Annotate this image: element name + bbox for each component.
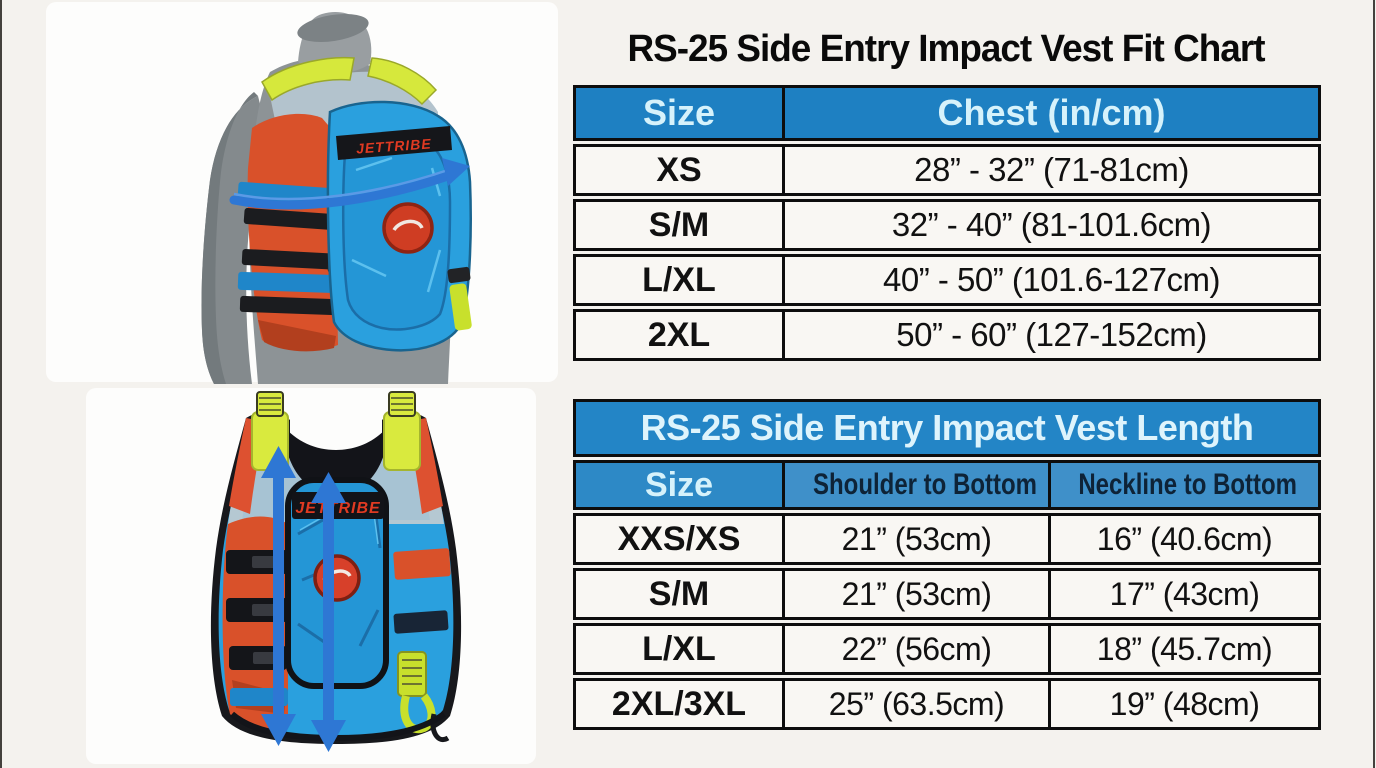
size-cell: L/XL bbox=[573, 623, 785, 675]
table-row: XS 28” - 32” (71-81cm) bbox=[573, 144, 1321, 196]
vest-shoulder-straps bbox=[229, 391, 443, 514]
size-cell: L/XL bbox=[573, 254, 785, 306]
table-row: S/M 32” - 40” (81-101.6cm) bbox=[573, 199, 1321, 251]
vest-right-shoulder-strap bbox=[367, 57, 438, 106]
vest-side-view-photo: JETTRIBE bbox=[0, 0, 560, 384]
neckline-cell: 16” (40.6cm) bbox=[1051, 513, 1321, 565]
title-row: RS-25 Side Entry Impact Vest Length bbox=[573, 399, 1321, 457]
chest-cell: 50” - 60” (127-152cm) bbox=[785, 309, 1321, 361]
chest-cell: 28” - 32” (71-81cm) bbox=[785, 144, 1321, 196]
vest-neck-opening bbox=[282, 424, 390, 494]
column-header-size: Size bbox=[573, 460, 785, 510]
header-row: Size Chest (in/cm) bbox=[573, 85, 1321, 141]
scan-edge-right bbox=[1373, 0, 1375, 768]
brand-logo-band bbox=[336, 126, 452, 160]
vest-front-view-photo: JETTRIBE bbox=[0, 384, 560, 768]
vest-right-side-straps bbox=[393, 548, 451, 742]
round-logo-badge bbox=[313, 554, 361, 602]
vest-yellow-pull-tab bbox=[449, 283, 472, 331]
column-header-chest: Chest (in/cm) bbox=[785, 85, 1321, 141]
neckline-cell: 18” (45.7cm) bbox=[1051, 623, 1321, 675]
neckline-cell: 17” (43cm) bbox=[1051, 568, 1321, 620]
table-row: L/XL 22” (56cm) 18” (45.7cm) bbox=[573, 623, 1321, 675]
shoulder-cell: 25” (63.5cm) bbox=[785, 678, 1051, 730]
length-chart-table: RS-25 Side Entry Impact Vest Length Size… bbox=[573, 396, 1321, 733]
fit-chart-table: Size Chest (in/cm) XS 28” - 32” (71-81cm… bbox=[573, 82, 1321, 364]
neckline-cell: 19” (48cm) bbox=[1051, 678, 1321, 730]
neckline-to-bottom-arrow bbox=[311, 472, 346, 752]
chest-cell: 32” - 40” (81-101.6cm) bbox=[785, 199, 1321, 251]
column-header-shoulder: Shoulder to Bottom bbox=[785, 460, 1051, 510]
vest-side-red-panel bbox=[247, 113, 338, 351]
vest-side-view-illustration: JETTRIBE bbox=[46, 2, 558, 384]
round-logo-badge bbox=[382, 202, 434, 254]
chest-measurement-arrow bbox=[229, 158, 470, 210]
brand-logo: JETTRIBE bbox=[295, 500, 381, 517]
chest-cell: 40” - 50” (101.6-127cm) bbox=[785, 254, 1321, 306]
size-cell: XXS/XS bbox=[573, 513, 785, 565]
vest-front-view-illustration: JETTRIBE bbox=[86, 388, 536, 764]
table-row: XXS/XS 21” (53cm) 16” (40.6cm) bbox=[573, 513, 1321, 565]
shoulder-cell: 21” (53cm) bbox=[785, 568, 1051, 620]
table-row: L/XL 40” - 50” (101.6-127cm) bbox=[573, 254, 1321, 306]
size-cell: S/M bbox=[573, 568, 785, 620]
vest-left-shoulder-strap bbox=[261, 56, 355, 102]
fit-chart-title: RS-25 Side Entry Impact Vest Fit Chart bbox=[627, 28, 1265, 70]
length-chart-title: RS-25 Side Entry Impact Vest Length bbox=[573, 399, 1321, 457]
scan-edge-left bbox=[0, 0, 2, 768]
shoulder-cell: 21” (53cm) bbox=[785, 513, 1051, 565]
table-row: 2XL 50” - 60” (127-152cm) bbox=[573, 309, 1321, 361]
table-row: S/M 21” (53cm) 17” (43cm) bbox=[573, 568, 1321, 620]
table-row: 2XL/3XL 25” (63.5cm) 19” (48cm) bbox=[573, 678, 1321, 730]
shoulder-to-bottom-arrow bbox=[261, 446, 296, 746]
brand-logo: JETTRIBE bbox=[356, 135, 433, 156]
size-cell: S/M bbox=[573, 199, 785, 251]
size-cell: 2XL bbox=[573, 309, 785, 361]
size-cell: XS bbox=[573, 144, 785, 196]
shoulder-cell: 22” (56cm) bbox=[785, 623, 1051, 675]
size-cell: 2XL/3XL bbox=[573, 678, 785, 730]
column-header-neckline: Neckline to Bottom bbox=[1051, 460, 1321, 510]
column-header-size: Size bbox=[573, 85, 785, 141]
header-row: Size Shoulder to Bottom Neckline to Bott… bbox=[573, 460, 1321, 510]
